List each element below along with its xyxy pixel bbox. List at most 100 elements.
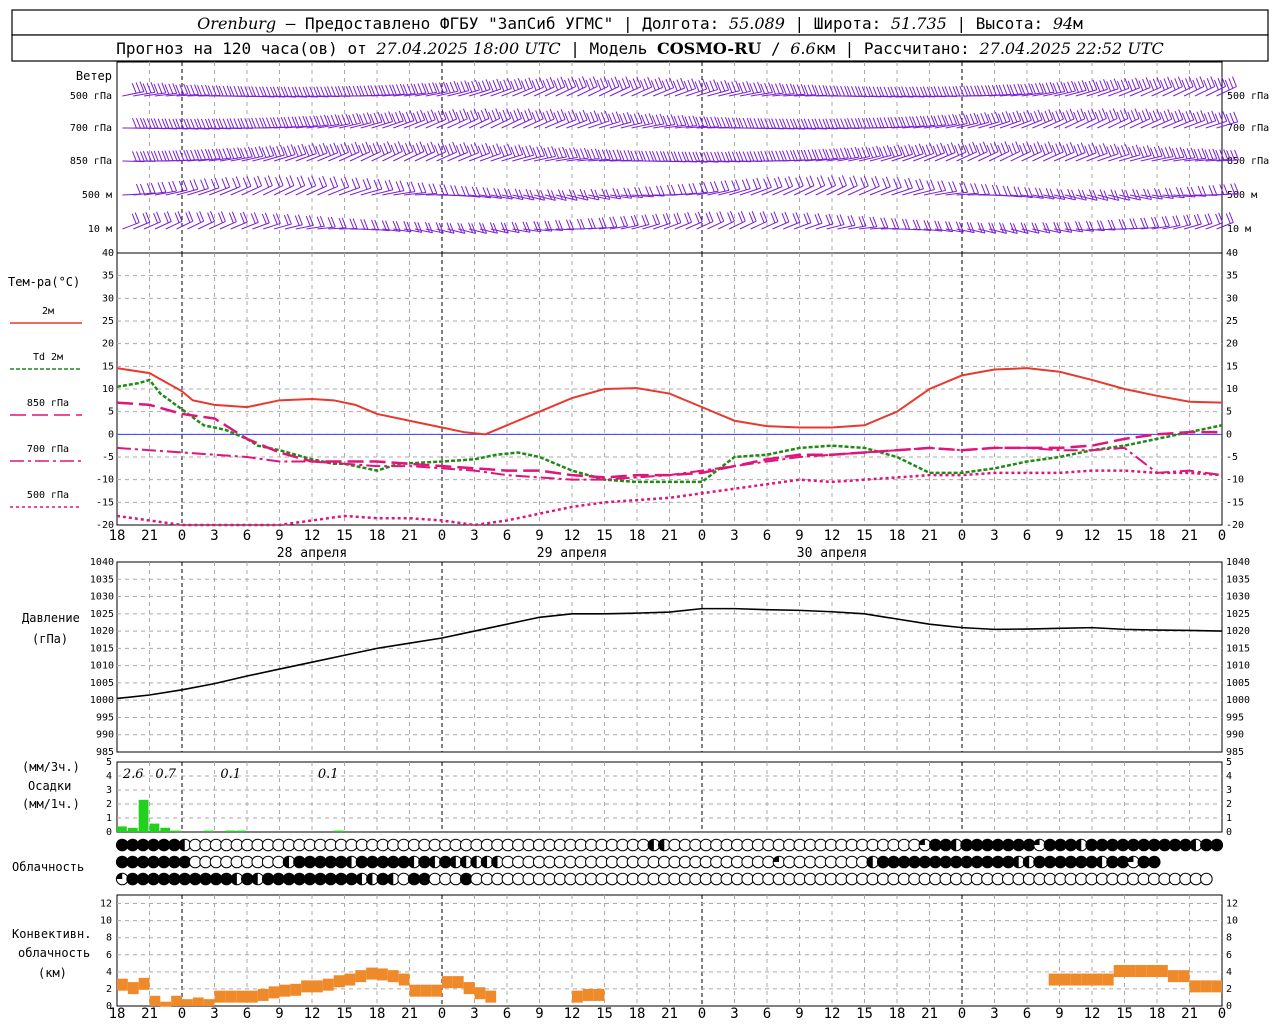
x-tick: 3	[210, 528, 218, 544]
barb-feather	[287, 116, 293, 128]
barb-feather	[843, 147, 849, 158]
barb-feather	[1099, 144, 1104, 155]
barb-feather	[283, 214, 289, 226]
cloud-clear	[428, 872, 442, 886]
barb-feather	[809, 175, 815, 186]
convective-bar	[409, 984, 421, 997]
barb-feather	[581, 76, 587, 87]
x-tick: 3	[990, 528, 998, 544]
barb-feather	[1134, 108, 1140, 119]
barb-feather	[957, 143, 963, 154]
wind-barb	[404, 182, 427, 196]
wind-barb	[1010, 83, 1034, 97]
barb-feather	[861, 117, 867, 129]
barb-feather	[1067, 222, 1073, 233]
barb-feather	[150, 151, 156, 162]
barb-feather	[175, 84, 181, 95]
barb-feather	[1001, 112, 1007, 123]
barb-feather	[1211, 110, 1217, 121]
barb-feather	[283, 86, 289, 97]
barb-feather	[432, 183, 438, 194]
barb-feather	[1203, 79, 1209, 91]
barb-feather	[825, 214, 831, 225]
barb-feather	[492, 223, 498, 234]
barb-staff	[382, 228, 401, 232]
barb-staff	[219, 186, 241, 196]
cloud-half	[658, 839, 665, 851]
cloud-symbol	[553, 872, 567, 886]
barb-feather	[319, 115, 325, 126]
barb-feather	[1077, 81, 1083, 92]
cloud-clear	[637, 855, 650, 869]
barb-staff	[609, 194, 632, 199]
barb-staff	[458, 118, 479, 129]
barb-feather	[699, 182, 705, 193]
barb-feather	[341, 114, 347, 125]
barb-feather	[334, 114, 340, 125]
barb-feather	[1234, 183, 1239, 194]
barb-feather	[244, 118, 250, 129]
barb-staff	[1173, 224, 1191, 230]
barb-feather	[146, 82, 152, 94]
cloud-symbol	[876, 838, 890, 852]
barb-staff	[1151, 225, 1170, 230]
wind-barb	[967, 141, 988, 162]
wind-barb	[674, 115, 698, 129]
wind-barb	[1010, 110, 1032, 129]
cloud-symbol	[251, 838, 265, 852]
barb-feather	[280, 86, 286, 98]
cloud-symbol	[897, 838, 911, 852]
cloud-half	[283, 856, 290, 868]
barb-feather	[589, 111, 595, 123]
barb-feather	[662, 214, 668, 225]
barb-feather	[844, 85, 850, 97]
barb-feather	[233, 86, 239, 97]
barb-staff	[393, 228, 412, 233]
barb-feather	[655, 185, 661, 196]
barb-feather	[966, 85, 972, 97]
cloud-symbol	[324, 872, 338, 886]
cloud-symbol	[856, 855, 869, 869]
cloud-clear	[803, 872, 817, 886]
wind-barb	[1216, 183, 1239, 196]
barb-feather	[1181, 79, 1187, 91]
cloud-clear	[783, 838, 796, 852]
wind-level-left: 500 гПа	[70, 91, 112, 102]
wind-barb	[956, 183, 979, 196]
wind-barb	[533, 146, 557, 162]
cloud-clear	[814, 838, 827, 852]
barb-staff	[241, 155, 264, 162]
cloud-full	[282, 872, 296, 886]
barb-feather	[932, 145, 938, 156]
barb-feather	[305, 116, 311, 127]
barb-feather	[402, 84, 408, 95]
precip-bar	[333, 830, 344, 832]
barb-feather	[760, 150, 766, 162]
y-tick-right: 1000	[1226, 695, 1250, 706]
barb-staff	[328, 227, 347, 230]
barb-feather	[1168, 188, 1174, 199]
barb-staff	[1108, 153, 1130, 162]
wind-barb	[902, 115, 925, 129]
convective-bar	[149, 995, 161, 1006]
barb-feather	[366, 112, 372, 123]
barb-feather	[1127, 80, 1133, 91]
barb-feather	[1031, 222, 1037, 233]
barb-feather	[1106, 146, 1112, 157]
barb-feather	[315, 145, 321, 157]
y-tick-left: 40	[102, 248, 114, 259]
barb-feather	[237, 118, 243, 129]
cloud-symbol	[981, 855, 994, 869]
barb-feather	[1071, 189, 1076, 201]
barb-feather	[800, 84, 806, 95]
cloud-symbol	[386, 872, 400, 886]
convective-bar	[127, 982, 139, 995]
barb-feather	[424, 83, 430, 94]
barb-feather	[1109, 109, 1115, 121]
cloud-symbol	[1158, 838, 1171, 852]
wind-barb	[728, 210, 746, 230]
cloud-quarter	[1127, 856, 1134, 862]
wind-barb	[783, 175, 804, 196]
cloud-half	[648, 839, 654, 851]
barb-staff	[577, 158, 600, 162]
